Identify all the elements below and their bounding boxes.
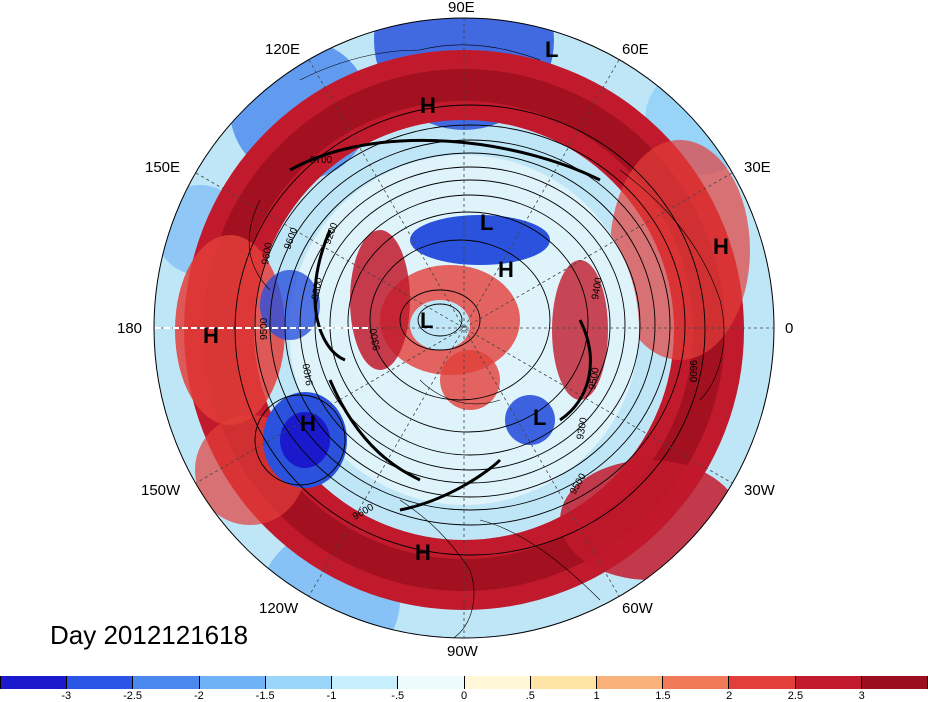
colorbar-tick-label: 1 [593, 690, 600, 702]
lon-label-90e: 90E [448, 0, 475, 16]
lon-label-0: 0 [785, 320, 794, 337]
pressure-centers: L H L H L H H H L H [203, 37, 729, 565]
colorbar-tick-label: 3 [858, 690, 865, 702]
contour-label: 9500 [587, 366, 602, 390]
lon-label-30w: 30W [744, 482, 775, 499]
pressure-center-label: H [420, 93, 436, 118]
colorbar-segment [795, 676, 862, 689]
colorbar-tick-label: -2.5 [123, 690, 143, 702]
pressure-center-label: H [498, 257, 514, 282]
pressure-center-label: L [533, 405, 546, 430]
pressure-center-label: H [415, 540, 431, 565]
height-contours [234, 104, 706, 556]
pressure-center-label: H [300, 411, 316, 436]
lon-label-150w: 150W [141, 482, 181, 499]
lon-label-120e: 120E [265, 41, 301, 58]
colorbar-segment [133, 676, 200, 689]
colorbar-tick-label: 2.5 [787, 690, 804, 702]
pressure-center-label: L [420, 308, 433, 333]
contour-label: 9400 [301, 362, 316, 386]
colorbar-segment [861, 676, 928, 689]
lon-label-60w: 60W [622, 600, 653, 617]
colorbar-segment [332, 676, 399, 689]
contour-label: 9300 [575, 416, 590, 440]
colorbar-tick-label: 2 [726, 690, 733, 702]
pressure-center-label: H [713, 234, 729, 259]
colorbar-segment [663, 676, 730, 689]
colorbar-tick-label: -1.5 [255, 690, 275, 702]
contour-label: 9400 [590, 276, 605, 300]
jet-contours [289, 138, 601, 512]
colorbar-segment [596, 676, 664, 689]
contour-label: 9500 [259, 317, 270, 340]
lon-label-30e: 30E [744, 159, 771, 176]
colorbar-segment [199, 676, 266, 689]
pressure-center-label: L [480, 210, 493, 235]
lon-label-180: 180 [117, 320, 143, 337]
colorbar-tick-label: -1 [326, 690, 337, 702]
colorbar-segment [530, 676, 597, 689]
lon-label-150e: 150E [145, 159, 181, 176]
coastlines [248, 44, 725, 638]
colorbar-segment [265, 676, 333, 689]
contour-label: 9300 [368, 327, 383, 351]
colorbar-tick-label: -2 [193, 690, 204, 702]
colorbar-segment [729, 676, 796, 689]
contour-label: 9300 [310, 276, 325, 300]
contour-label: 9600 [260, 241, 275, 265]
colorbar-segment [67, 676, 134, 689]
lon-label-90w: 90W [447, 643, 478, 660]
pressure-center-label: L [545, 37, 558, 62]
contour-label: 9600 [687, 360, 698, 383]
colorbar [0, 676, 928, 689]
colorbar-segment [0, 676, 68, 689]
day-label: Day 2012121618 [50, 620, 249, 650]
colorbar-tick-label: 0 [460, 690, 468, 702]
colorbar-tick-label: .5 [525, 690, 535, 702]
colorbar-tick-label: 1.5 [655, 690, 671, 702]
anomaly-shading [154, 18, 774, 638]
colorbar-tick-label: -3 [61, 690, 72, 702]
colorbar-tick-label: -.5 [391, 690, 405, 702]
lon-label-120w: 120W [259, 600, 299, 617]
contour-label: 9700 [310, 155, 333, 166]
pressure-center-label: H [203, 323, 219, 348]
colorbar-segment [398, 676, 465, 689]
colorbar-segment [464, 676, 531, 689]
lon-label-60e: 60E [622, 41, 649, 58]
